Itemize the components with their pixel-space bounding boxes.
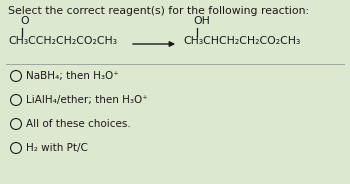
Text: OH: OH: [193, 16, 210, 26]
Text: NaBH₄; then H₃O⁺: NaBH₄; then H₃O⁺: [26, 71, 119, 81]
Text: CH₃CHCH₂CH₂CO₂CH₃: CH₃CHCH₂CH₂CO₂CH₃: [183, 36, 300, 46]
Text: H₂ with Pt/C: H₂ with Pt/C: [26, 143, 88, 153]
Text: O: O: [20, 16, 29, 26]
Text: CH₃CCH₂CH₂CO₂CH₃: CH₃CCH₂CH₂CO₂CH₃: [8, 36, 117, 46]
Text: LiAlH₄/ether; then H₃O⁺: LiAlH₄/ether; then H₃O⁺: [26, 95, 148, 105]
Text: Select the correct reagent(s) for the following reaction:: Select the correct reagent(s) for the fo…: [8, 6, 309, 16]
Text: All of these choices.: All of these choices.: [26, 119, 131, 129]
